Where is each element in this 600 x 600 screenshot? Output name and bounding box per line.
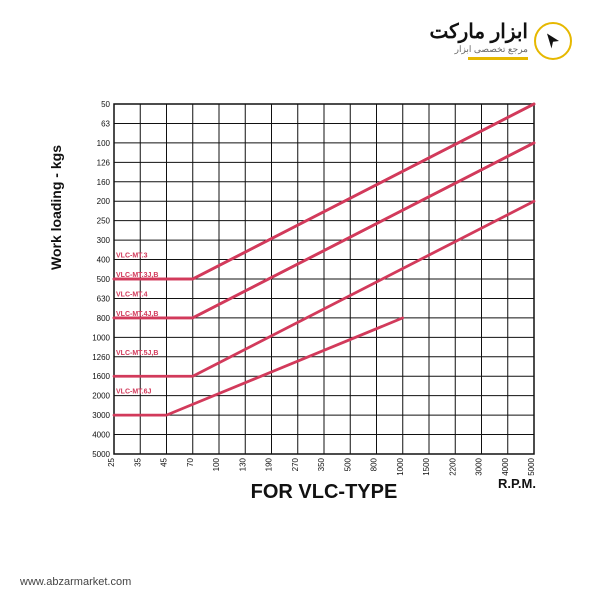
svg-text:R.P.M.: R.P.M. bbox=[498, 476, 536, 491]
svg-text:63: 63 bbox=[101, 119, 110, 128]
svg-text:270: 270 bbox=[291, 457, 300, 471]
svg-text:1000: 1000 bbox=[92, 333, 110, 342]
svg-text:100: 100 bbox=[212, 457, 221, 471]
svg-text:126: 126 bbox=[97, 158, 111, 167]
svg-text:630: 630 bbox=[97, 294, 111, 303]
svg-text:4000: 4000 bbox=[92, 431, 110, 440]
brand-text: ابزار مارکت مرجع تخصصی ابزار bbox=[429, 22, 528, 60]
brand-accent-line bbox=[468, 57, 528, 60]
svg-text:VLC-MT.3J,B: VLC-MT.3J,B bbox=[116, 272, 158, 279]
svg-text:VLC-MT.5J,B: VLC-MT.5J,B bbox=[116, 350, 158, 357]
svg-text:500: 500 bbox=[97, 275, 111, 284]
chart-svg: 50 63 100 126 160 200 250 300 400 500 630 800 1000 12… bbox=[80, 100, 560, 530]
svg-text:500: 500 bbox=[343, 457, 352, 471]
svg-text:VLC-MT.4: VLC-MT.4 bbox=[116, 291, 148, 298]
brand-logo: ابزار مارکت مرجع تخصصی ابزار bbox=[429, 22, 572, 60]
svg-text:160: 160 bbox=[97, 178, 111, 187]
cursor-icon bbox=[544, 32, 562, 50]
svg-text:VLC-MT.3: VLC-MT.3 bbox=[116, 253, 148, 260]
svg-text:800: 800 bbox=[97, 314, 111, 323]
svg-text:FOR VLC-TYPE: FOR VLC-TYPE bbox=[251, 481, 398, 503]
svg-text:1500: 1500 bbox=[422, 457, 431, 475]
y-axis-label: Work loading - kgs bbox=[48, 145, 64, 270]
brand-icon bbox=[534, 22, 572, 60]
svg-text:45: 45 bbox=[160, 457, 169, 466]
svg-text:4000: 4000 bbox=[501, 457, 510, 475]
svg-text:5000: 5000 bbox=[527, 457, 536, 475]
svg-text:2200: 2200 bbox=[448, 457, 457, 475]
svg-text:100: 100 bbox=[97, 139, 111, 148]
svg-text:800: 800 bbox=[370, 457, 379, 471]
svg-text:35: 35 bbox=[133, 457, 142, 466]
svg-text:3000: 3000 bbox=[475, 457, 484, 475]
page: ابزار مارکت مرجع تخصصی ابزار Work loadin… bbox=[0, 0, 600, 600]
svg-text:70: 70 bbox=[186, 457, 195, 466]
svg-text:190: 190 bbox=[265, 457, 274, 471]
svg-text:130: 130 bbox=[238, 457, 247, 471]
svg-text:VLC-MT.6J: VLC-MT.6J bbox=[116, 389, 152, 396]
svg-text:25: 25 bbox=[107, 457, 116, 466]
svg-text:400: 400 bbox=[97, 256, 111, 265]
svg-text:250: 250 bbox=[97, 217, 111, 226]
svg-text:3000: 3000 bbox=[92, 411, 110, 420]
footer-url: www.abzarmarket.com bbox=[20, 576, 131, 588]
svg-text:2000: 2000 bbox=[92, 392, 110, 401]
svg-text:300: 300 bbox=[97, 236, 111, 245]
svg-text:VLC-MT.4J,B: VLC-MT.4J,B bbox=[116, 311, 158, 318]
chart: 50 63 100 126 160 200 250 300 400 500 630 800 1000 12… bbox=[80, 100, 560, 535]
svg-text:1000: 1000 bbox=[396, 457, 405, 475]
svg-text:50: 50 bbox=[101, 100, 110, 109]
svg-text:350: 350 bbox=[317, 457, 326, 471]
brand-subtitle: مرجع تخصصی ابزار bbox=[429, 44, 528, 55]
svg-text:1600: 1600 bbox=[92, 372, 110, 381]
svg-text:1260: 1260 bbox=[92, 353, 110, 362]
svg-text:5000: 5000 bbox=[92, 450, 110, 459]
svg-text:200: 200 bbox=[97, 197, 111, 206]
brand-title: ابزار مارکت bbox=[429, 22, 528, 42]
